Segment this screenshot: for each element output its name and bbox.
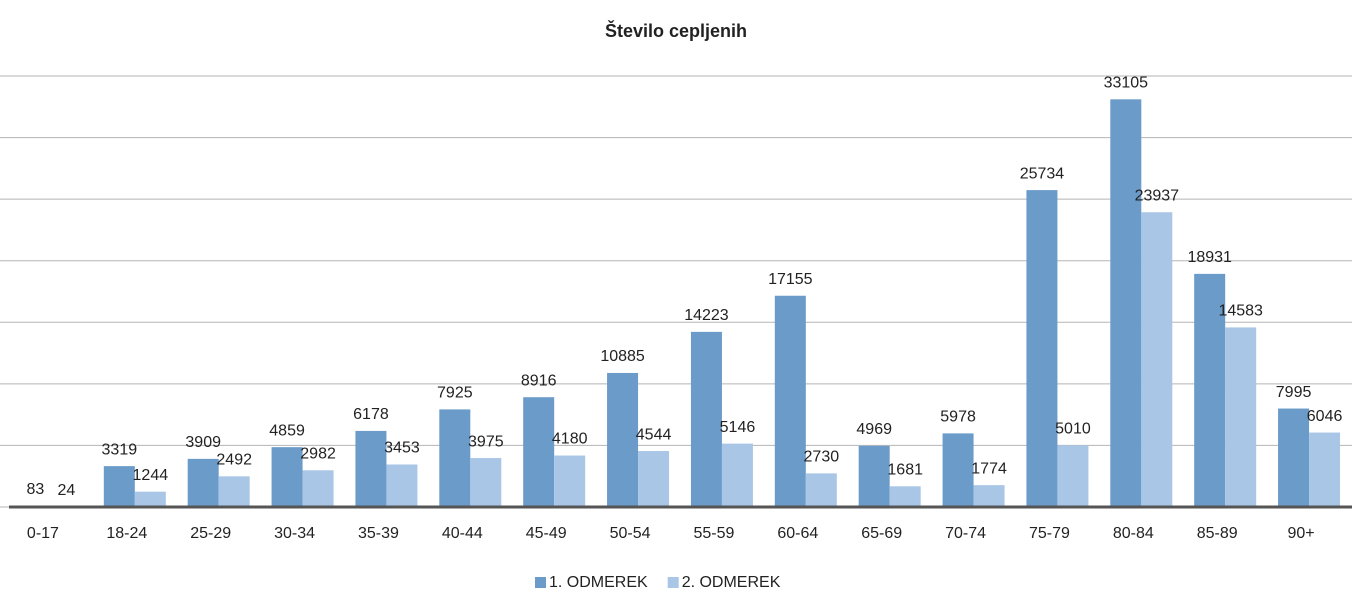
bar (638, 451, 669, 507)
data-label: 5146 (720, 419, 756, 436)
legend-label: 2. ODMEREK (682, 574, 781, 591)
data-label: 18931 (1187, 249, 1232, 266)
data-label: 4969 (856, 421, 892, 438)
data-label: 5010 (1055, 421, 1091, 438)
bar (1225, 327, 1256, 507)
x-tick-label: 85-89 (1197, 525, 1238, 542)
bar (859, 446, 890, 507)
data-label: 14223 (684, 307, 729, 324)
bar (607, 373, 638, 507)
data-label: 8916 (521, 372, 557, 389)
bar (303, 470, 334, 507)
bar (439, 409, 470, 507)
x-tick-label: 0-17 (27, 525, 59, 542)
bar (1110, 99, 1141, 507)
data-label: 5978 (940, 409, 976, 426)
data-label: 33105 (1104, 75, 1149, 92)
data-label: 24 (58, 482, 76, 499)
data-label: 4544 (636, 426, 672, 443)
x-tick-label: 75-79 (1029, 525, 1070, 542)
data-label: 4859 (269, 422, 305, 439)
bar (386, 464, 417, 507)
bar (1026, 190, 1057, 507)
x-tick-label: 45-49 (526, 525, 567, 542)
bar (806, 473, 837, 507)
data-label: 1244 (133, 467, 169, 484)
data-label: 2492 (216, 452, 252, 469)
chart-title: Število cepljenih (605, 20, 747, 41)
data-label: 14583 (1218, 303, 1263, 320)
bar (135, 492, 166, 507)
data-label: 1774 (971, 460, 1007, 477)
data-label: 3909 (185, 434, 221, 451)
bar (554, 456, 585, 507)
data-label: 4180 (552, 431, 588, 448)
bar (188, 459, 219, 507)
bar (722, 444, 753, 507)
bar (1141, 212, 1172, 507)
x-tick-label: 60-64 (777, 525, 818, 542)
x-tick-label: 35-39 (358, 525, 399, 542)
x-tick-label: 80-84 (1113, 525, 1154, 542)
legend-swatch (535, 577, 546, 588)
data-label: 25734 (1020, 165, 1065, 182)
data-label: 2982 (300, 445, 336, 462)
bar (1309, 433, 1340, 507)
x-tick-label: 65-69 (861, 525, 902, 542)
bar (523, 397, 554, 507)
data-label: 1681 (887, 462, 923, 479)
data-label: 7995 (1276, 384, 1312, 401)
data-label: 7925 (437, 385, 473, 402)
x-tick-label: 25-29 (190, 525, 231, 542)
data-label: 2730 (804, 449, 840, 466)
x-tick-label: 55-59 (693, 525, 734, 542)
data-label: 6046 (1307, 408, 1343, 425)
bar (974, 485, 1005, 507)
bar (219, 476, 250, 507)
data-label: 10885 (600, 348, 645, 365)
bar (890, 486, 921, 507)
x-tick-label: 18-24 (106, 525, 147, 542)
x-tick-label: 30-34 (274, 525, 315, 542)
bar (943, 433, 974, 507)
data-label: 23937 (1135, 187, 1180, 204)
x-tick-label: 40-44 (442, 525, 483, 542)
x-tick-label: 50-54 (610, 525, 651, 542)
bar (355, 431, 386, 507)
bar (775, 296, 806, 507)
data-label: 3319 (102, 441, 138, 458)
legend-swatch (668, 577, 679, 588)
data-label: 83 (27, 481, 45, 498)
x-tick-label: 90+ (1287, 525, 1314, 542)
bar (470, 458, 501, 507)
legend-label: 1. ODMEREK (549, 574, 648, 591)
data-label: 17155 (768, 271, 813, 288)
bar (691, 332, 722, 507)
bar (104, 466, 135, 507)
bar (1057, 445, 1088, 507)
x-tick-label: 70-74 (945, 525, 986, 542)
data-label: 3453 (384, 440, 420, 457)
bar (272, 447, 303, 507)
data-label: 6178 (353, 406, 389, 423)
data-label: 3975 (468, 433, 504, 450)
bar (1278, 409, 1309, 507)
